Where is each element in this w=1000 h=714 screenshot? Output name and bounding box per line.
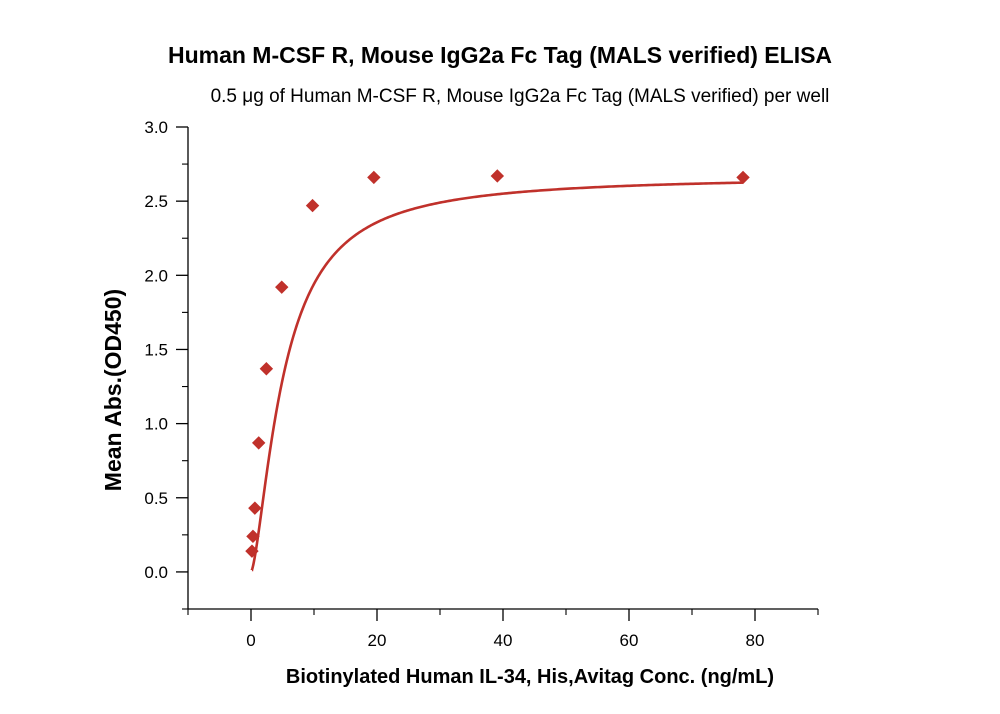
- chart-subtitle: 0.5 μg of Human M-CSF R, Mouse IgG2a Fc …: [210, 86, 830, 107]
- data-point: [736, 170, 750, 185]
- y-tick-label: 2.0: [144, 266, 168, 285]
- x-tick-label: 80: [746, 631, 765, 650]
- y-axis-label: Mean Abs.(OD450): [100, 289, 126, 491]
- x-tick-label: 40: [494, 631, 513, 650]
- tick-labels-layer: 0.0 0.5 1.0 1.5 2.0 2.5 3.0 0 20 40 60 80: [144, 118, 764, 650]
- data-point: [245, 544, 259, 558]
- data-point: [251, 436, 266, 450]
- data-point: [246, 529, 260, 544]
- y-tick-label: 3.0: [144, 118, 168, 137]
- x-axis-label: Biotinylated Human IL-34, His,Avitag Con…: [286, 666, 774, 688]
- y-tick-label: 1.5: [144, 340, 168, 359]
- x-tick-label: 20: [368, 631, 387, 650]
- data-point: [305, 198, 320, 213]
- data-point: [490, 169, 505, 183]
- fit-curve-layer: [250, 181, 744, 572]
- data-point: [367, 170, 381, 185]
- data-point: [275, 280, 289, 294]
- y-tick-label: 1.0: [144, 415, 168, 434]
- y-tick-label: 2.5: [144, 192, 168, 211]
- data-point: [259, 362, 274, 376]
- axes: [176, 126, 819, 621]
- data-points-layer: [245, 169, 750, 558]
- x-tick-label: 60: [620, 631, 639, 650]
- data-point: [248, 501, 262, 515]
- y-tick-label: 0.0: [144, 563, 168, 582]
- y-tick-label: 0.5: [144, 489, 168, 508]
- x-tick-label: 0: [246, 631, 255, 650]
- chart-title: Human M-CSF R, Mouse IgG2a Fc Tag (MALS …: [167, 42, 833, 68]
- fit-curve: [250, 181, 744, 572]
